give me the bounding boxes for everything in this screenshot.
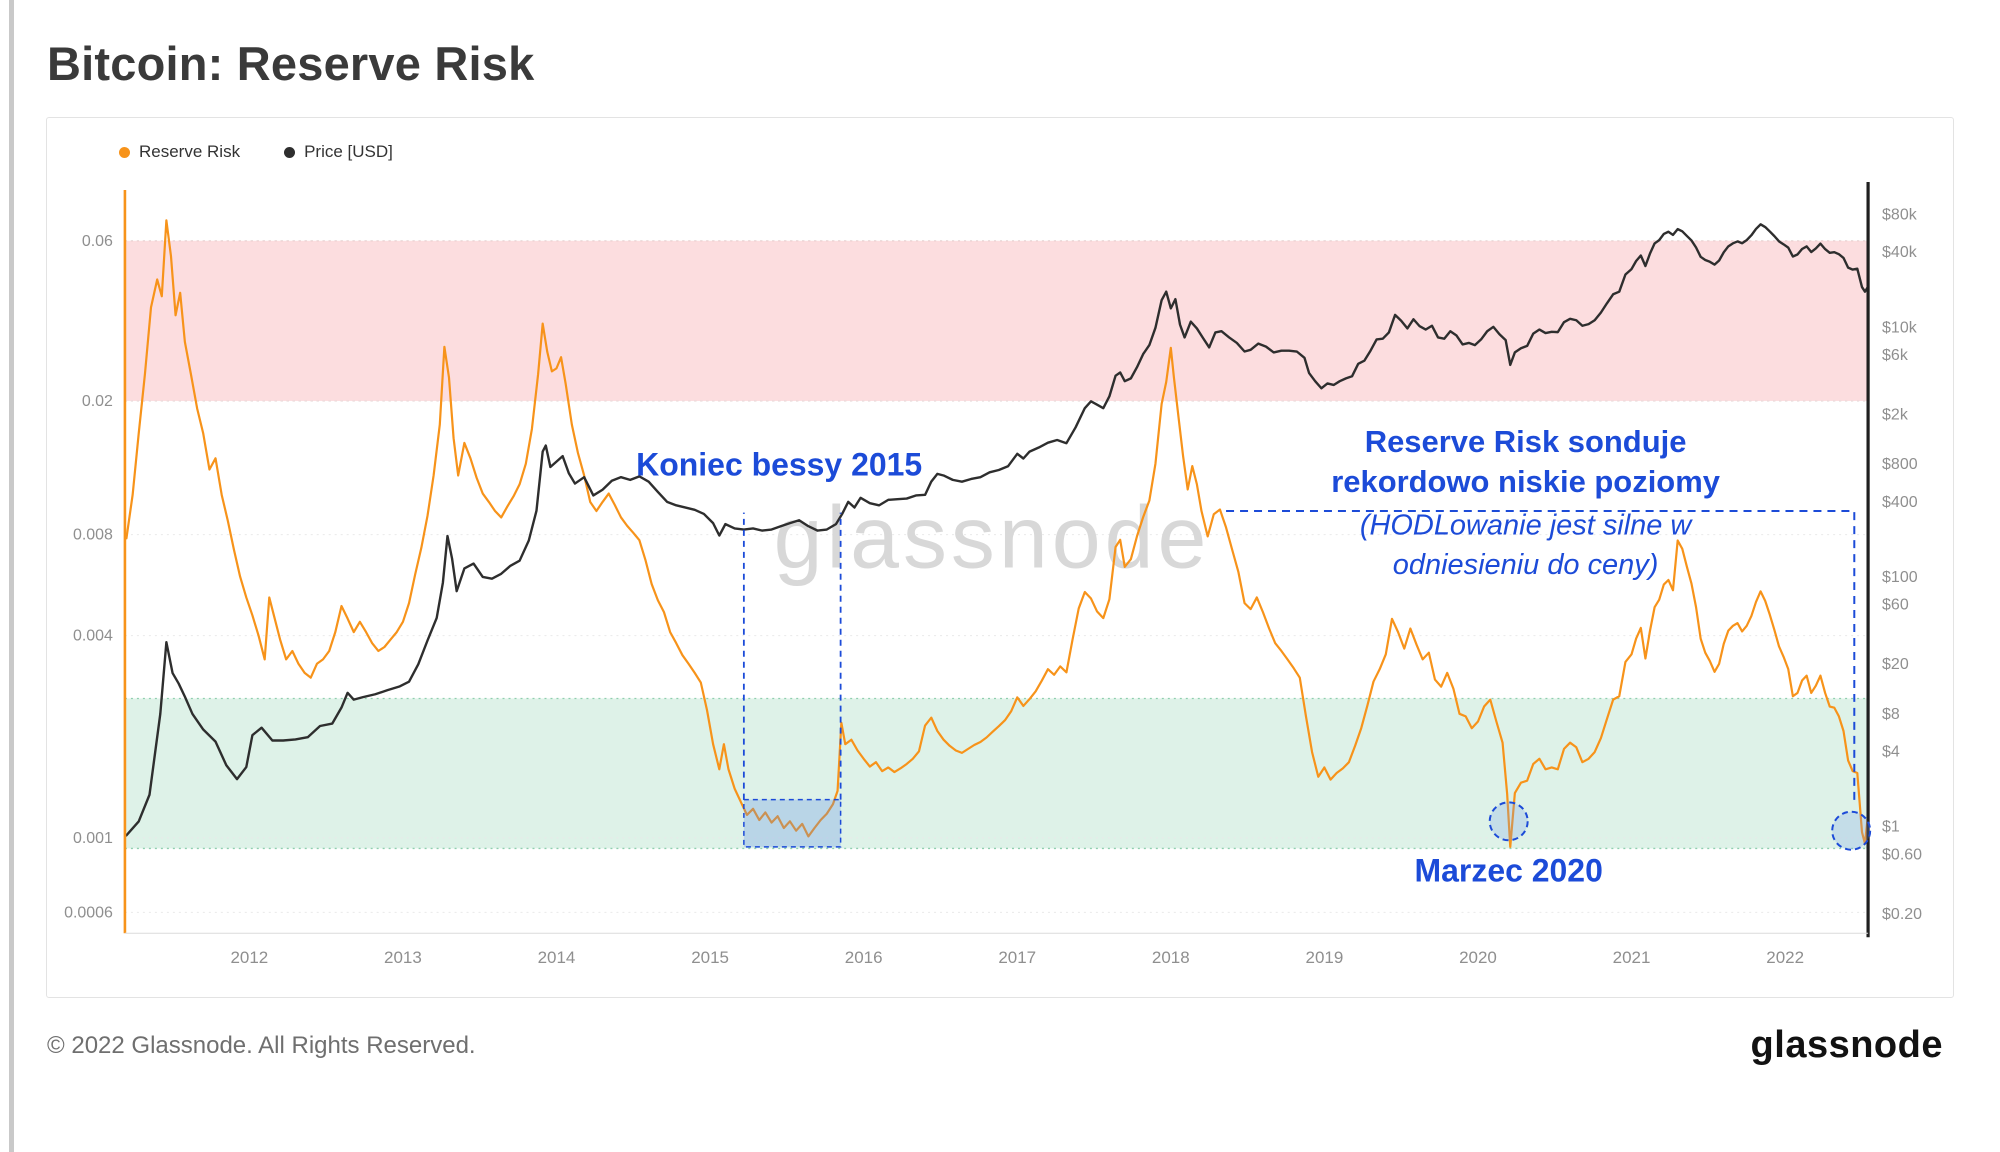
annotation-highlight-circle (1488, 801, 1529, 842)
left-axis-tick-label: 0.0006 (64, 904, 113, 921)
right-axis-tick-label: $40k (1882, 244, 1917, 261)
annotation-highlight-box (743, 798, 842, 848)
x-axis-tick-label: 2013 (384, 948, 422, 967)
x-axis-tick-label: 2016 (845, 948, 883, 967)
series-line-price-usd- (125, 223, 1870, 837)
page-left-scrollbar (9, 0, 14, 1152)
right-axis-tick-label: $8 (1882, 706, 1900, 723)
page-footer: © 2022 Glassnode. All Rights Reserved. g… (47, 1024, 1943, 1067)
glassnode-logo: glassnode (1750, 1024, 1943, 1067)
right-axis-tick-label: $0.20 (1882, 906, 1922, 923)
annotation-text: Reserve Risk sonduje (1365, 424, 1687, 459)
right-axis-tick-label: $10k (1882, 319, 1917, 336)
x-axis-tick-label: 2017 (998, 948, 1036, 967)
right-axis-tick-label: $1 (1882, 819, 1900, 836)
right-axis-tick-label: $2k (1882, 407, 1908, 424)
left-axis-tick-label: 0.004 (73, 628, 113, 645)
annotation-highlight-circle (1831, 810, 1872, 851)
reserve-risk-dot-icon (119, 146, 130, 158)
x-axis-tick-label: 2018 (1152, 948, 1190, 967)
right-axis-tick-label: $800 (1882, 456, 1918, 473)
right-axis-tick-label: $60 (1882, 597, 1909, 614)
legend-label-reserve-risk: Reserve Risk (139, 142, 241, 161)
x-axis-tick-label: 2020 (1459, 948, 1497, 967)
right-axis-tick-label: $6k (1882, 347, 1908, 364)
x-axis-tick-label: 2021 (1613, 948, 1651, 967)
series-line-reserve-risk (125, 219, 1870, 848)
legend-item-price[interactable]: Price [USD] (284, 142, 393, 162)
x-axis-tick-label: 2022 (1766, 948, 1804, 967)
left-axis-tick-label: 0.02 (82, 393, 113, 410)
chart-legend: Reserve Risk Price [USD] (47, 118, 1953, 170)
legend-label-price: Price [USD] (304, 142, 393, 161)
chart-card: Reserve Risk Price [USD] glassnode 0.06 0.… (46, 117, 1954, 999)
x-axis-tick-label: 2019 (1306, 948, 1344, 967)
chart-plot-area[interactable]: glassnode 0.06 0.02 0.008 0.004 0.001 0.0006 $8… (47, 170, 1953, 997)
glassnode-watermark: glassnode (774, 488, 1211, 587)
right-axis-tick-label: $4 (1882, 743, 1900, 760)
right-axis-tick-label: $80k (1882, 207, 1917, 224)
left-axis-tick-label: 0.001 (73, 830, 113, 847)
annotation-text: Marzec 2020 (1415, 853, 1603, 889)
annotation-text: odniesieniu do ceny) (1393, 549, 1659, 581)
annotation-text: Koniec bessy 2015 (636, 446, 922, 482)
legend-item-reserve-risk[interactable]: Reserve Risk (119, 142, 240, 162)
right-axis-tick-label: $100 (1882, 569, 1918, 586)
annotation-text: (HODLowanie jest silne w (1360, 510, 1694, 542)
right-axis-tick-label: $0.60 (1882, 846, 1922, 863)
x-axis-tick-label: 2015 (691, 948, 729, 967)
price-dot-icon (284, 146, 296, 158)
band-0 (124, 240, 1869, 401)
copyright-text: © 2022 Glassnode. All Rights Reserved. (47, 1031, 476, 1059)
left-axis-tick-label: 0.06 (82, 233, 113, 250)
x-axis-tick-label: 2014 (538, 948, 576, 967)
annotation-text: rekordowo niskie poziomy (1331, 464, 1720, 499)
left-axis-tick-label: 0.008 (73, 527, 113, 544)
page-title: Bitcoin: Reserve Risk (47, 37, 535, 90)
right-axis-tick-label: $20 (1882, 656, 1909, 673)
page-header: Bitcoin: Reserve Risk (0, 0, 2000, 117)
x-axis-tick-label: 2012 (230, 948, 268, 967)
band-1 (124, 698, 1869, 849)
right-axis-tick-label: $400 (1882, 494, 1918, 511)
